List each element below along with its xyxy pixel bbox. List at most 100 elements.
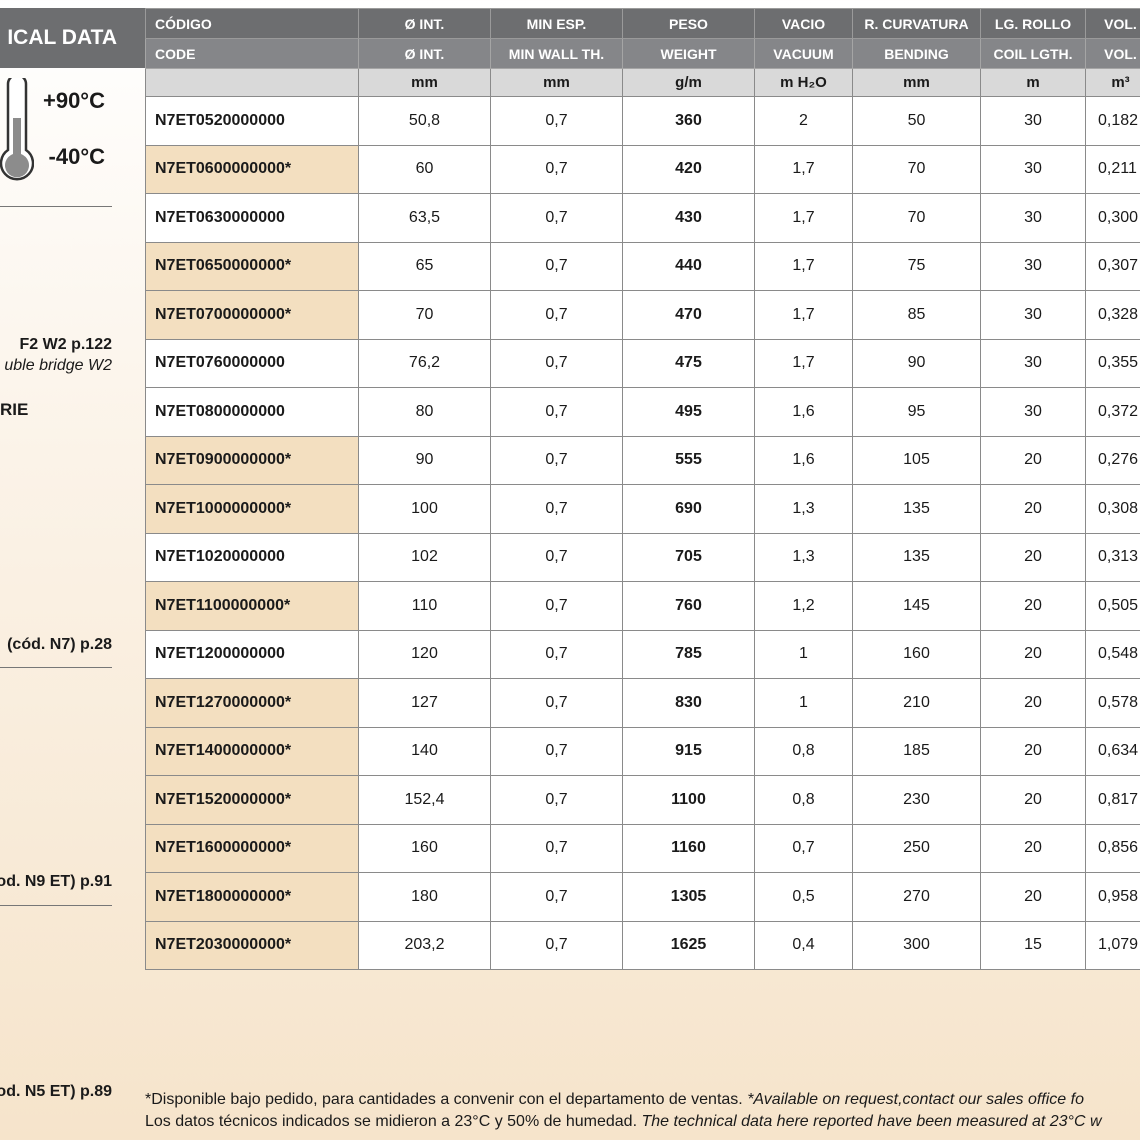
data-row: N7ET1000000000* 100 0,7 690 1,3 135 20 0,308 (145, 484, 1140, 534)
data-cell: 1,7 (754, 290, 853, 340)
header-cell: CODE (145, 38, 359, 69)
data-row: N7ET0900000000* 90 0,7 555 1,6 105 20 0,276 (145, 435, 1140, 485)
data-cell: 1,7 (754, 338, 853, 388)
data-cell: 495 (622, 387, 755, 437)
data-cell: 0,7 (490, 290, 623, 340)
data-cell: 0,7 (490, 484, 623, 534)
data-cell: 0,7 (490, 775, 623, 825)
data-cell: 95 (852, 387, 981, 437)
data-cell: 30 (980, 96, 1086, 146)
reference: od. N9 ET) p.91 (0, 873, 112, 890)
data-cell: 135 (852, 484, 981, 534)
divider (0, 206, 112, 207)
data-cell: 1,3 (754, 484, 853, 534)
data-cell: 0,7 (490, 726, 623, 776)
data-cell: 90 (358, 435, 491, 485)
divider (0, 667, 112, 668)
data-cell: 690 (622, 484, 755, 534)
code-cell: N7ET0630000000 (145, 193, 359, 243)
header-row: CÓDIGO Ø INT. MIN ESP. PESO VACIO R. CURVATUR… (145, 8, 1140, 39)
data-cell: 475 (622, 338, 755, 388)
data-cell: 0,7 (490, 144, 623, 194)
data-cell: 50 (852, 96, 981, 146)
code-cell: N7ET1200000000 (145, 629, 359, 679)
data-cell: 760 (622, 581, 755, 631)
data-cell: 20 (980, 678, 1086, 728)
data-cell: 1625 (622, 920, 755, 970)
data-cell: 30 (980, 241, 1086, 291)
data-cell: 0,7 (490, 920, 623, 970)
data-cell: 0,372 (1085, 387, 1140, 437)
units-cell: mm (358, 68, 491, 97)
data-cell: 65 (358, 241, 491, 291)
data-cell: 20 (980, 435, 1086, 485)
data-cell: 250 (852, 823, 981, 873)
data-cell: 0,7 (490, 241, 623, 291)
code-cell: N7ET1400000000* (145, 726, 359, 776)
data-cell: 830 (622, 678, 755, 728)
header-cell: VOL. (1085, 38, 1140, 69)
units-cell (145, 68, 359, 97)
data-cell: 1 (754, 629, 853, 679)
header-cell: VOL. (1085, 8, 1140, 39)
units-cell: m H₂O (754, 68, 853, 97)
data-cell: 705 (622, 532, 755, 582)
data-cell: 1,079 (1085, 920, 1140, 970)
data-cell: 210 (852, 678, 981, 728)
data-cell: 0,7 (490, 193, 623, 243)
data-cell: 20 (980, 726, 1086, 776)
units-cell: m³ (1085, 68, 1140, 97)
data-cell: 0,7 (490, 581, 623, 631)
footnote: Los datos técnicos indicados se midieron… (145, 1113, 1102, 1131)
data-row: N7ET1800000000* 180 0,7 1305 0,5 270 20 0,958 (145, 872, 1140, 922)
units-cell: g/m (622, 68, 755, 97)
data-cell: 230 (852, 775, 981, 825)
data-cell: 70 (852, 144, 981, 194)
data-cell: 470 (622, 290, 755, 340)
divider (0, 905, 112, 906)
header-cell: Ø INT. (358, 8, 491, 39)
data-cell: 30 (980, 193, 1086, 243)
data-cell: 50,8 (358, 96, 491, 146)
data-cell: 0,634 (1085, 726, 1140, 776)
data-cell: 70 (852, 193, 981, 243)
data-cell: 0,7 (490, 96, 623, 146)
data-row: N7ET0630000000 63,5 0,7 430 1,7 70 30 0,300 (145, 193, 1140, 243)
data-cell: 0,313 (1085, 532, 1140, 582)
code-cell: N7ET0900000000* (145, 435, 359, 485)
data-cell: 1,3 (754, 532, 853, 582)
reference: od. N5 ET) p.89 (0, 1083, 112, 1100)
data-cell: 90 (852, 338, 981, 388)
data-row: N7ET0650000000* 65 0,7 440 1,7 75 30 0,307 (145, 241, 1140, 291)
section-label: RIE (0, 400, 29, 419)
data-cell: 0,7 (490, 387, 623, 437)
data-cell: 1,6 (754, 435, 853, 485)
data-cell: 915 (622, 726, 755, 776)
data-cell: 430 (622, 193, 755, 243)
data-cell: 0,7 (490, 823, 623, 873)
data-cell: 20 (980, 872, 1086, 922)
footnote-text: *Disponible bajo pedido, para cantidades… (145, 1091, 743, 1108)
header-cell: Ø INT. (358, 38, 491, 69)
data-cell: 135 (852, 532, 981, 582)
data-cell: 0,7 (490, 629, 623, 679)
data-cell: 105 (852, 435, 981, 485)
data-row: N7ET1400000000* 140 0,7 915 0,8 185 20 0,634 (145, 726, 1140, 776)
data-table: CÓDIGO Ø INT. MIN ESP. PESO VACIO R. CURVATUR… (145, 8, 1140, 970)
data-cell: 100 (358, 484, 491, 534)
data-row: N7ET0520000000 50,8 0,7 360 2 50 30 0,182 (145, 96, 1140, 146)
data-cell: 0,7 (490, 435, 623, 485)
data-row: N7ET0760000000 76,2 0,7 475 1,7 90 30 0,355 (145, 338, 1140, 388)
header-cell: COIL LGTH. (980, 38, 1086, 69)
data-cell: 203,2 (358, 920, 491, 970)
data-cell: 300 (852, 920, 981, 970)
data-cell: 440 (622, 241, 755, 291)
code-cell: N7ET0650000000* (145, 241, 359, 291)
header-cell: LG. ROLLO (980, 8, 1086, 39)
data-cell: 0,4 (754, 920, 853, 970)
data-cell: 20 (980, 629, 1086, 679)
data-cell: 140 (358, 726, 491, 776)
footnote-text-en: The technical data here reported have be… (641, 1113, 1102, 1130)
data-cell: 0,308 (1085, 484, 1140, 534)
header-cell: MIN WALL TH. (490, 38, 623, 69)
